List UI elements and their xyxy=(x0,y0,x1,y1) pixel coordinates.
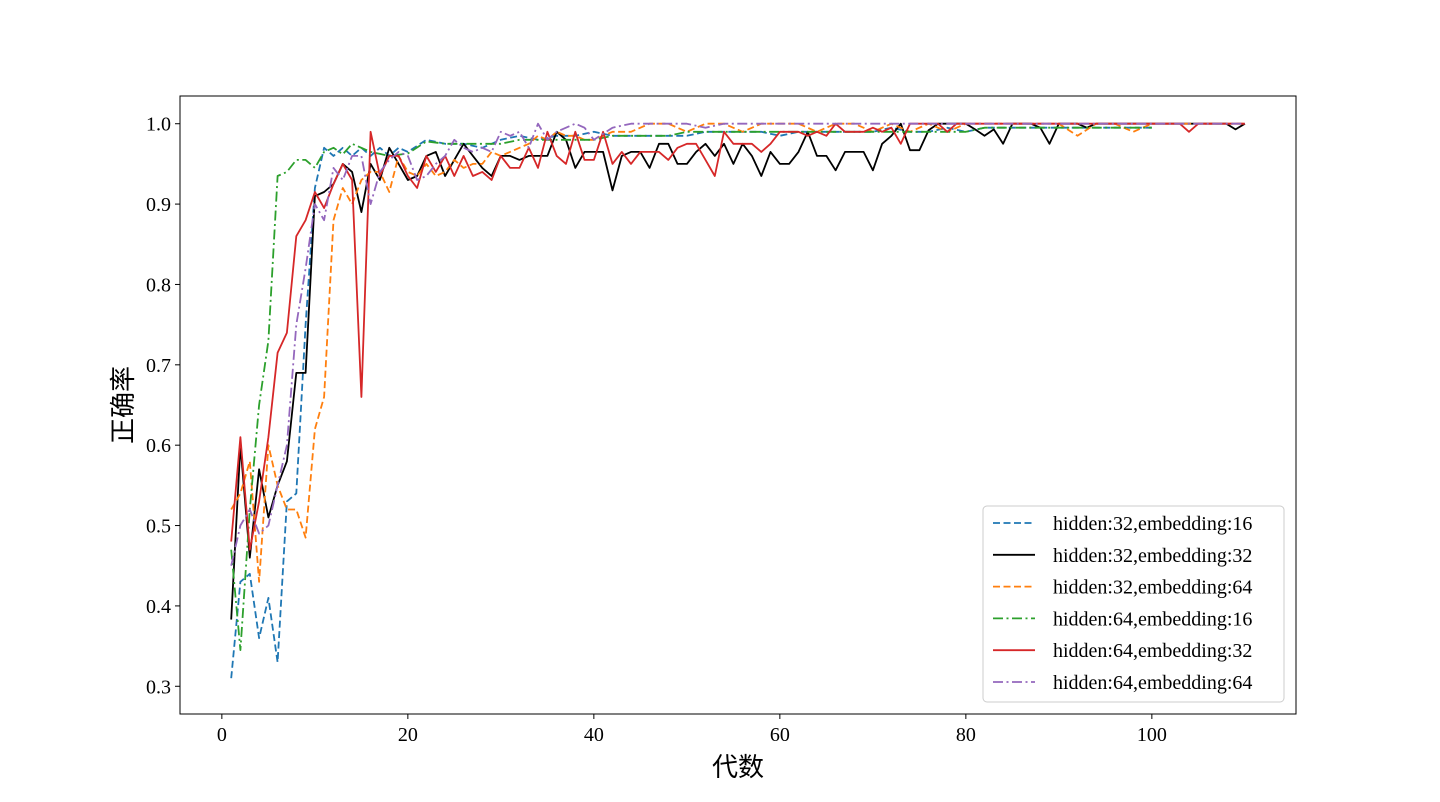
x-tick-label: 80 xyxy=(956,724,976,746)
y-axis: 0.3 0.4 0.5 0.6 0.7 0.8 0.9 1.0 xyxy=(146,114,180,698)
legend-label: hidden:64,embedding:64 xyxy=(1053,672,1252,694)
plot-area-frame xyxy=(179,95,1297,715)
x-axis-label: 代数 xyxy=(712,753,764,783)
legend-box xyxy=(982,505,1285,703)
y-tick-label: 0.9 xyxy=(146,194,171,216)
legend: hidden:32,embedding:16 hidden:32,embeddin… xyxy=(982,505,1285,703)
legend-label: hidden:32,embedding:64 xyxy=(1053,577,1252,599)
x-tick-label: 100 xyxy=(1137,724,1167,746)
series-line-4 xyxy=(230,126,1152,651)
series-line-5 xyxy=(230,122,1245,551)
x-axis: 0 20 40 60 80 100 xyxy=(217,714,1167,746)
y-tick-label: 0.4 xyxy=(146,596,171,618)
y-tick-label: 0.7 xyxy=(146,355,171,377)
x-tick-label: 0 xyxy=(217,724,227,746)
x-tick-label: 20 xyxy=(398,724,418,746)
series-line-6 xyxy=(230,122,1245,566)
legend-label: hidden:64,embedding:32 xyxy=(1053,640,1252,662)
x-tick-label: 40 xyxy=(584,724,604,746)
legend-label: hidden:32,embedding:16 xyxy=(1053,513,1252,535)
y-tick-label: 0.5 xyxy=(146,516,171,538)
y-axis-label: 正确率 xyxy=(109,366,139,444)
y-tick-label: 0.8 xyxy=(146,274,171,296)
legend-label: hidden:32,embedding:32 xyxy=(1053,545,1252,567)
legend-label: hidden:64,embedding:16 xyxy=(1053,608,1252,630)
y-tick-label: 1.0 xyxy=(146,114,171,136)
y-tick-label: 0.3 xyxy=(146,676,171,698)
y-tick-label: 0.6 xyxy=(146,435,171,457)
series-layer xyxy=(230,122,1246,679)
x-tick-label: 60 xyxy=(770,724,790,746)
